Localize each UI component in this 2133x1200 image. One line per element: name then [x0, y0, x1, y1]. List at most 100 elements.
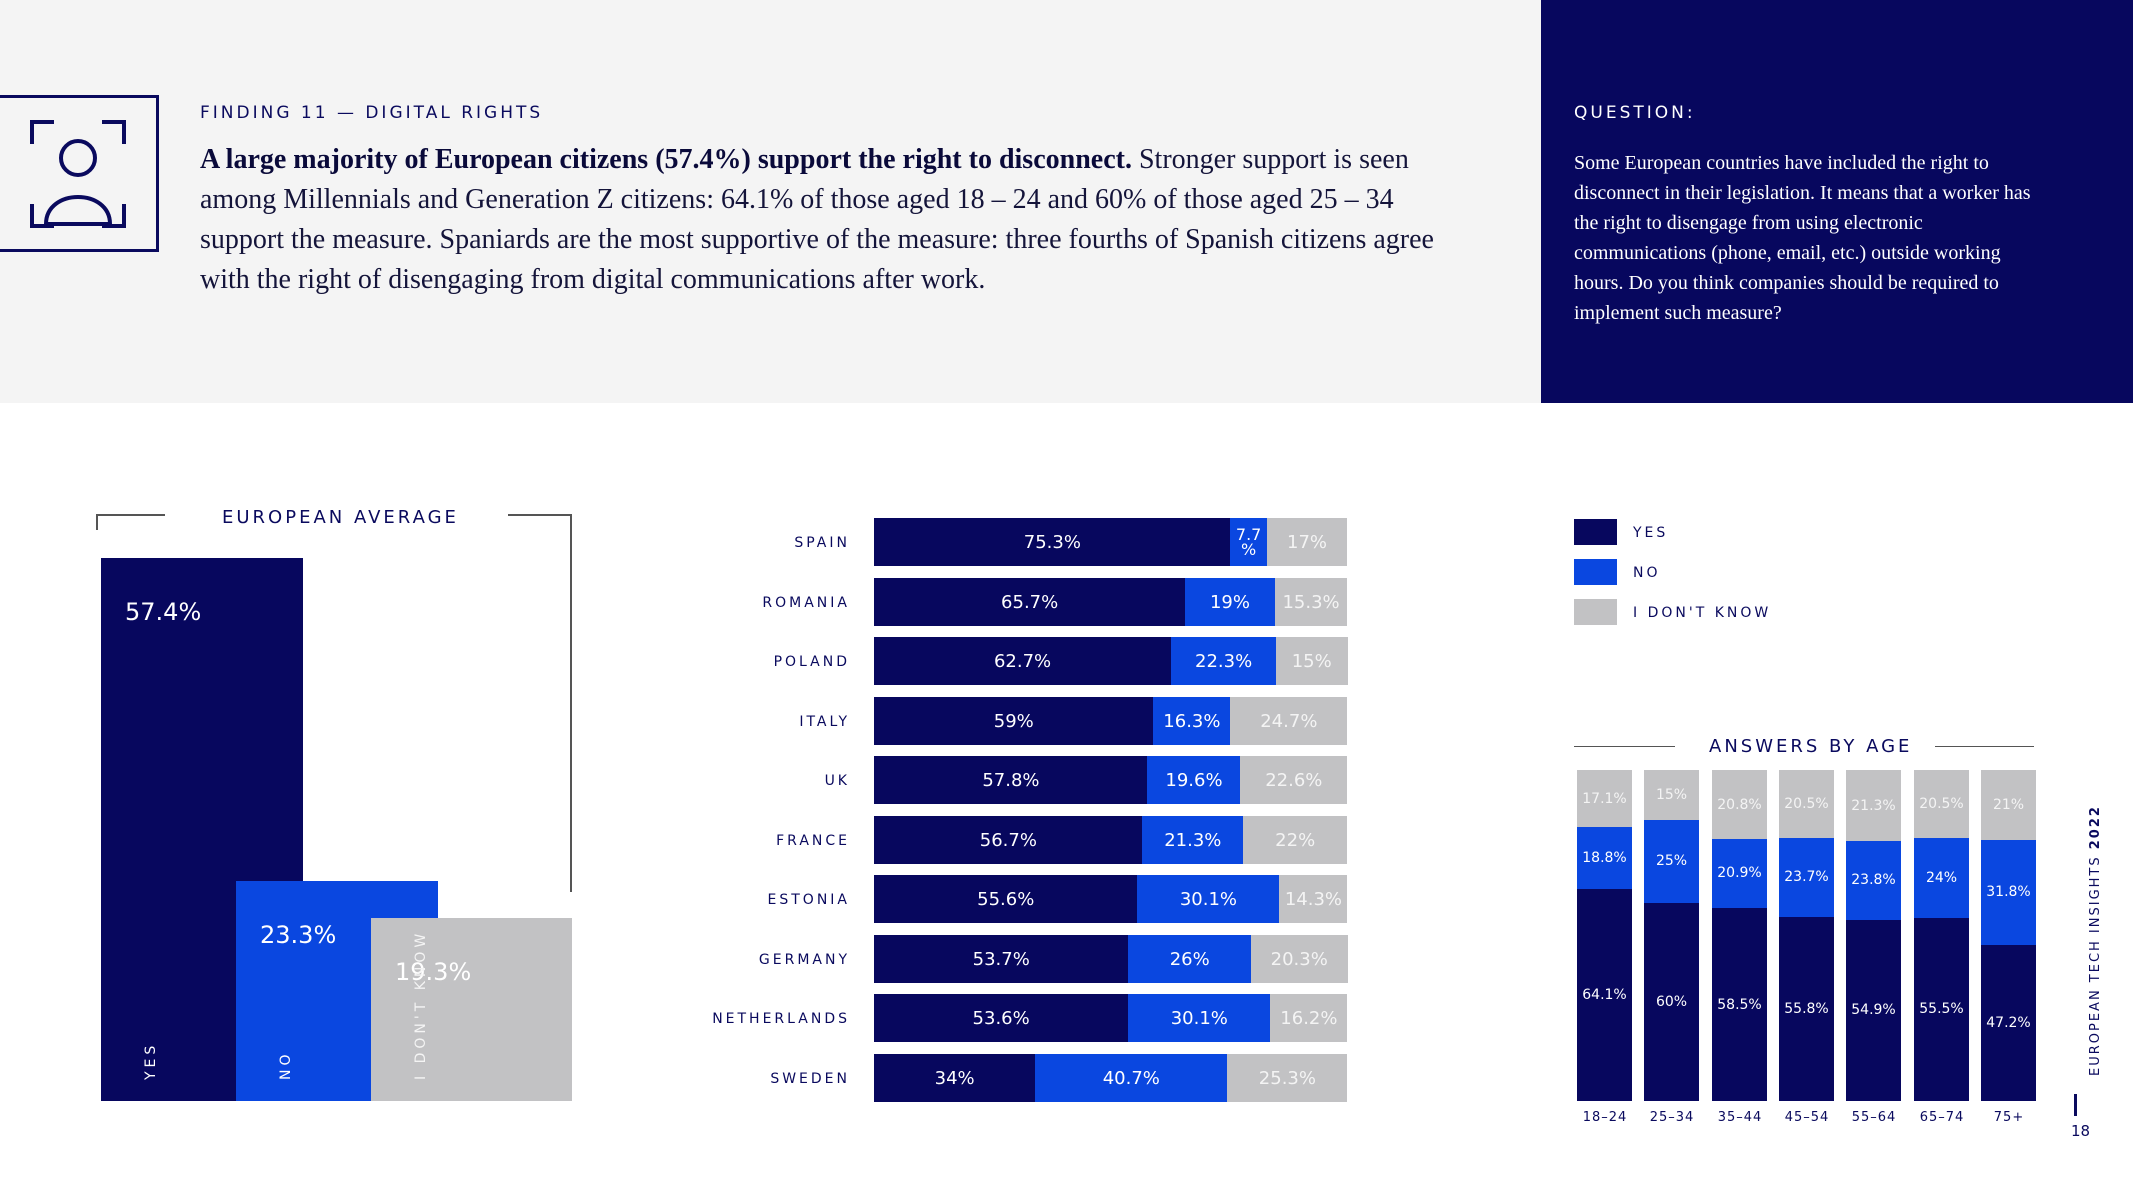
country-segment-0-0: 75.3%: [874, 518, 1231, 566]
country-segment-2-2: 15%: [1276, 637, 1348, 685]
country-segment-5-2: 22%: [1242, 816, 1348, 864]
country-segment-9-1: 40.7%: [1034, 1054, 1228, 1102]
age-segment-5-1: 24%: [1914, 837, 1969, 918]
publication-tick: [2074, 1094, 2077, 1116]
country-segment-2-1: 22.3%: [1170, 637, 1277, 685]
age-segment-6-2: 21%: [1981, 770, 2036, 840]
country-label-0: SPAIN: [794, 535, 850, 551]
country-segment-8-1: 30.1%: [1127, 994, 1271, 1042]
legend-swatch-2: [1574, 599, 1617, 625]
country-label-9: SWEDEN: [770, 1071, 850, 1087]
country-segment-4-2: 22.6%: [1240, 756, 1348, 804]
age-category-3: 45–54: [1784, 1110, 1830, 1125]
country-segment-1-2: 15.3%: [1274, 578, 1348, 626]
age-segment-1-1: 25%: [1644, 819, 1699, 903]
country-segment-3-2: 24.7%: [1230, 697, 1348, 745]
legend-label-2: I DON'T KNOW: [1633, 605, 1772, 621]
eu-bar-category-2: I DON'T KNOW: [413, 929, 429, 1080]
eu-chart-title: EUROPEAN AVERAGE: [222, 507, 459, 528]
person-focus-icon: [30, 120, 126, 228]
age-segment-0-2: 17.1%: [1577, 770, 1632, 828]
age-segment-6-1: 31.8%: [1981, 839, 2036, 946]
eu-bar-value-2: 19.3%: [395, 958, 472, 986]
eu-bracket-right-tick: [570, 514, 572, 892]
country-label-2: POLAND: [773, 654, 850, 670]
country-segment-6-2: 14.3%: [1279, 875, 1348, 923]
legend-swatch-0: [1574, 519, 1617, 545]
age-category-6: 75+: [1993, 1110, 2025, 1125]
finding-text: A large majority of European citizens (5…: [200, 140, 1460, 300]
country-label-6: ESTONIA: [767, 892, 850, 908]
finding-headline: A large majority of European citizens (5…: [200, 144, 1132, 175]
age-title-rule-left: [1574, 746, 1675, 747]
country-label-5: FRANCE: [776, 833, 850, 849]
country-segment-6-0: 55.6%: [874, 875, 1138, 923]
country-segment-0-1: 7.7 %: [1230, 518, 1268, 566]
country-segment-7-0: 53.7%: [874, 935, 1129, 983]
age-segment-1-0: 60%: [1644, 902, 1699, 1102]
age-category-5: 65–74: [1919, 1110, 1965, 1125]
country-segment-7-1: 26%: [1128, 935, 1252, 983]
age-segment-4-0: 54.9%: [1846, 919, 1901, 1102]
country-segment-3-0: 59%: [874, 697, 1154, 745]
age-segment-2-1: 20.9%: [1712, 838, 1767, 909]
finding-label: FINDING 11 — DIGITAL RIGHTS: [200, 103, 544, 123]
eu-bar-category-0: YES: [143, 1041, 159, 1080]
age-category-0: 18–24: [1582, 1110, 1628, 1125]
age-category-2: 35–44: [1717, 1110, 1763, 1125]
age-segment-1-2: 15%: [1644, 770, 1699, 821]
age-chart-title: ANSWERS BY AGE: [1709, 736, 1913, 757]
age-segment-6-0: 47.2%: [1981, 944, 2036, 1102]
eu-bracket-right: [508, 514, 572, 516]
question-label: QUESTION:: [1574, 103, 1696, 123]
page-number: 18: [2071, 1122, 2091, 1140]
eu-bar-value-0: 57.4%: [125, 598, 202, 626]
country-label-1: ROMANIA: [762, 595, 850, 611]
country-segment-8-2: 16.2%: [1270, 994, 1348, 1042]
age-segment-3-1: 23.7%: [1779, 837, 1834, 917]
age-segment-3-2: 20.5%: [1779, 770, 1834, 839]
eu-bracket-left: [96, 514, 165, 516]
country-segment-9-2: 25.3%: [1227, 1054, 1348, 1102]
legend-swatch-1: [1574, 559, 1617, 585]
age-segment-4-2: 21.3%: [1846, 770, 1901, 841]
publication-label: EUROPEAN TECH INSIGHTS 2022: [2088, 805, 2103, 1076]
country-segment-5-1: 21.3%: [1142, 816, 1244, 864]
question-panel: [1541, 0, 2133, 403]
country-segment-4-0: 57.8%: [874, 756, 1148, 804]
age-segment-4-1: 23.8%: [1846, 840, 1901, 920]
country-segment-3-1: 16.3%: [1153, 697, 1231, 745]
eu-bracket-left-tick: [96, 514, 98, 530]
country-segment-9-0: 34%: [874, 1054, 1036, 1102]
publication-title: EUROPEAN TECH INSIGHTS: [2088, 855, 2103, 1076]
publication-year: 2022: [2088, 805, 2103, 850]
country-segment-6-1: 30.1%: [1137, 875, 1280, 923]
eu-bar-2: [371, 918, 572, 1101]
age-category-1: 25–34: [1649, 1110, 1695, 1125]
country-label-8: NETHERLANDS: [712, 1011, 850, 1027]
finding-body: Stronger support is seen among Millennia…: [200, 144, 1434, 295]
question-text: Some European countries have included th…: [1574, 152, 2031, 324]
country-label-3: ITALY: [799, 714, 850, 730]
age-category-4: 55–64: [1851, 1110, 1897, 1125]
age-segment-5-0: 55.5%: [1914, 917, 1969, 1102]
country-label-7: GERMANY: [758, 952, 850, 968]
age-segment-5-2: 20.5%: [1914, 770, 1969, 839]
legend-label-1: NO: [1633, 565, 1661, 581]
country-segment-0-2: 17%: [1266, 518, 1348, 566]
country-segment-2-0: 62.7%: [874, 637, 1172, 685]
eu-bar-value-1: 23.3%: [260, 921, 337, 949]
country-label-4: UK: [824, 773, 850, 789]
eu-bar-category-1: NO: [278, 1050, 294, 1081]
country-segment-7-2: 20.3%: [1251, 935, 1348, 983]
country-segment-5-0: 56.7%: [874, 816, 1143, 864]
country-segment-1-1: 19%: [1184, 578, 1276, 626]
country-segment-4-1: 19.6%: [1147, 756, 1241, 804]
age-segment-2-2: 20.8%: [1712, 770, 1767, 840]
age-segment-0-1: 18.8%: [1577, 826, 1632, 890]
finding-icon-frame: [0, 95, 159, 252]
legend-label-0: YES: [1633, 525, 1669, 541]
age-segment-2-0: 58.5%: [1712, 907, 1767, 1102]
age-title-rule-right: [1935, 746, 2034, 747]
age-segment-0-0: 64.1%: [1577, 888, 1632, 1102]
